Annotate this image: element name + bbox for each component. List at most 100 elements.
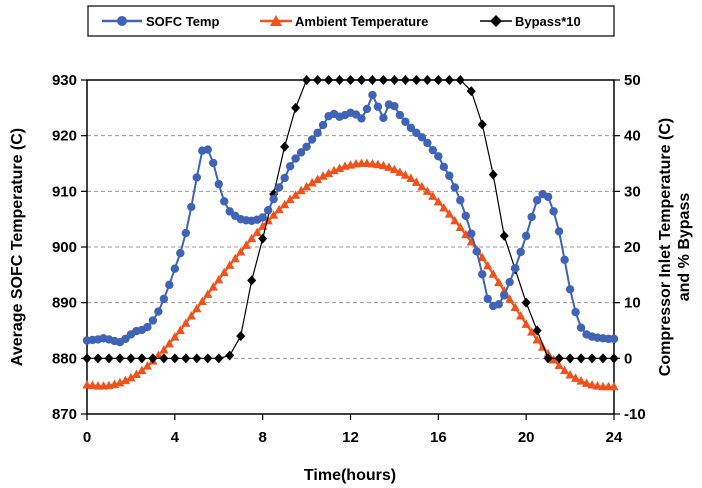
y-tick-label-left: 920	[52, 128, 77, 145]
data-point	[565, 370, 575, 379]
data-point	[269, 194, 278, 204]
data-point	[400, 75, 410, 85]
data-point	[455, 75, 465, 85]
data-point	[143, 322, 152, 332]
data-point	[433, 196, 443, 206]
data-point	[499, 230, 509, 241]
data-point	[401, 117, 410, 126]
data-point	[159, 353, 169, 364]
data-point	[543, 353, 553, 364]
data-point	[521, 297, 531, 308]
data-point	[159, 344, 169, 354]
data-point	[165, 280, 174, 290]
data-point	[532, 325, 542, 336]
y-tick-label-left: 930	[52, 72, 77, 89]
data-point	[225, 350, 235, 361]
data-point	[258, 213, 267, 222]
data-point	[291, 190, 301, 199]
y-axis-title-left: Average SOFC Temperature (C)	[9, 128, 26, 366]
data-point	[274, 183, 284, 192]
data-point	[307, 177, 317, 187]
data-point	[181, 353, 191, 364]
data-point	[395, 167, 405, 176]
x-axis-title: Time(hours)	[304, 467, 396, 484]
data-point	[367, 75, 377, 85]
series-layer	[82, 75, 619, 391]
data-point	[285, 194, 295, 204]
data-point	[433, 75, 443, 85]
data-point	[285, 162, 295, 171]
data-point	[236, 247, 246, 256]
data-point	[560, 255, 569, 265]
data-point	[126, 353, 136, 364]
data-point	[379, 113, 388, 123]
data-point	[390, 101, 399, 111]
y-tick-label-left: 880	[52, 350, 77, 367]
data-point	[538, 342, 548, 351]
data-point	[428, 145, 438, 155]
data-point	[170, 332, 180, 341]
data-point	[148, 353, 158, 364]
data-point	[225, 260, 235, 269]
legend-item-ambient: Ambient Temperature	[260, 14, 428, 29]
data-point	[543, 348, 553, 358]
data-point	[516, 247, 525, 257]
y-tick-label-left: 870	[52, 406, 77, 423]
y-tick-label-right: 10	[624, 295, 641, 312]
data-point	[104, 353, 114, 364]
data-point	[307, 135, 317, 144]
x-tick-label: 0	[83, 429, 91, 446]
data-point	[362, 104, 372, 114]
x-tick-label: 20	[518, 429, 535, 446]
data-point	[208, 282, 218, 291]
data-point	[521, 319, 531, 328]
data-point	[334, 163, 345, 173]
data-point	[527, 212, 536, 222]
data-point	[192, 173, 201, 182]
data-point	[120, 375, 131, 385]
data-point	[148, 316, 158, 325]
data-point	[362, 158, 372, 167]
data-point	[203, 289, 213, 298]
data-point	[378, 75, 388, 85]
legend-label-bypass: Bypass*10	[515, 14, 581, 29]
data-point	[510, 263, 520, 273]
y-axis-title-right-line1: Compressor Inlet Temperature (C)	[657, 118, 674, 376]
x-tick-label: 12	[342, 429, 359, 446]
data-point	[236, 331, 246, 342]
data-point	[247, 233, 257, 243]
data-point	[82, 353, 92, 364]
y-tick-label-left: 910	[52, 183, 77, 200]
data-point	[176, 248, 185, 258]
data-point	[126, 372, 136, 382]
x-tick-label: 8	[258, 429, 266, 446]
legend-marker-sofc	[117, 16, 127, 26]
y-tick-label-right: 50	[624, 72, 641, 89]
data-point	[516, 311, 526, 320]
data-point	[378, 160, 389, 170]
data-point	[444, 75, 454, 85]
data-point	[422, 75, 432, 85]
data-point	[258, 233, 268, 244]
data-point	[142, 361, 152, 370]
data-point	[159, 294, 169, 303]
data-point	[488, 269, 498, 278]
data-point	[609, 334, 619, 344]
data-point	[445, 171, 454, 180]
data-point	[324, 75, 334, 85]
y-tick-label-right: 20	[624, 239, 641, 256]
data-point	[291, 102, 301, 113]
legend-label-ambient: Ambient Temperature	[295, 14, 428, 29]
data-point	[570, 373, 581, 382]
data-point	[368, 90, 377, 100]
data-point	[389, 75, 399, 85]
data-point	[187, 202, 196, 212]
data-point	[559, 365, 570, 375]
data-point	[115, 377, 125, 387]
legend-marker-bypass	[490, 15, 502, 27]
data-point	[220, 197, 229, 206]
data-point	[209, 158, 218, 168]
data-point	[197, 296, 207, 306]
data-point	[417, 181, 427, 191]
